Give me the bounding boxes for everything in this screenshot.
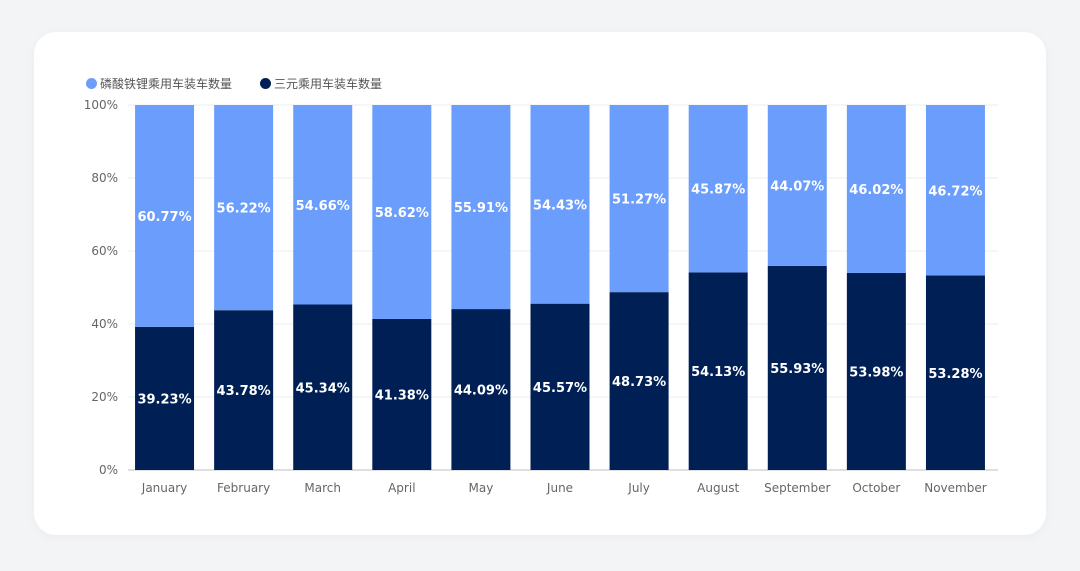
bar-lfp-march[interactable] — [293, 105, 353, 305]
data-label-ternary: 53.28% — [928, 367, 982, 382]
bar-ternary-april[interactable] — [372, 318, 432, 470]
data-label-lfp: 56.22% — [217, 202, 271, 217]
bar-ternary-september[interactable] — [767, 265, 827, 470]
x-tick-label: September — [764, 481, 830, 495]
y-tick-label: 60% — [91, 244, 118, 258]
data-label-lfp: 54.43% — [533, 198, 587, 213]
legend-label-lfp: 磷酸铁锂乘用车装车数量 — [100, 77, 233, 91]
y-tick-label: 100% — [84, 98, 118, 112]
bar-lfp-november[interactable] — [925, 105, 985, 276]
x-tick-label: July — [627, 481, 650, 495]
data-label-ternary: 55.93% — [770, 362, 824, 377]
bar-ternary-august[interactable] — [688, 272, 748, 470]
bar-ternary-february[interactable] — [214, 310, 274, 470]
x-tick-label: June — [546, 481, 573, 495]
data-label-ternary: 48.73% — [612, 375, 666, 390]
data-label-ternary: 44.09% — [454, 384, 508, 399]
data-label-ternary: 43.78% — [217, 384, 271, 399]
bar-ternary-october[interactable] — [846, 272, 906, 470]
data-label-lfp: 55.91% — [454, 201, 508, 216]
legend-item-lfp[interactable]: 磷酸铁锂乘用车装车数量 — [86, 75, 232, 92]
data-label-lfp: 46.02% — [849, 183, 903, 198]
data-label-lfp: 45.87% — [691, 183, 745, 198]
x-tick-label: March — [304, 481, 341, 495]
bar-ternary-june[interactable] — [530, 303, 590, 470]
x-tick-label: November — [924, 481, 986, 495]
legend-label-ternary: 三元乘用车装车数量 — [274, 77, 383, 91]
data-label-ternary: 39.23% — [137, 392, 191, 407]
bar-lfp-august[interactable] — [688, 105, 748, 273]
x-tick-label: May — [469, 481, 494, 495]
data-label-lfp: 44.07% — [770, 179, 824, 194]
data-label-ternary: 41.38% — [375, 388, 429, 403]
bar-ternary-january[interactable] — [135, 326, 195, 470]
y-tick-label: 0% — [99, 463, 118, 477]
y-tick-label: 80% — [91, 171, 118, 185]
legend: 磷酸铁锂乘用车装车数量 三元乘用车装车数量 — [86, 75, 410, 92]
x-axis-ticks: January February March April May June July Augu… — [141, 481, 987, 495]
bar-lfp-september[interactable] — [767, 105, 827, 266]
y-tick-label: 20% — [91, 390, 118, 404]
bar-lfp-october[interactable] — [846, 105, 906, 273]
bars: 39.23% 60.77% 43.78% 56.22% 45.34% 54.66% 41.3… — [135, 105, 985, 470]
x-tick-label: February — [217, 481, 270, 495]
bar-lfp-june[interactable] — [530, 105, 590, 304]
x-tick-label: October — [852, 481, 900, 495]
data-label-lfp: 54.66% — [296, 199, 350, 214]
data-label-ternary: 45.57% — [533, 381, 587, 396]
data-label-ternary: 53.98% — [849, 365, 903, 380]
x-tick-label: January — [141, 481, 188, 495]
y-axis-ticks: 0% 20% 40% 60% 80% 100% — [84, 98, 118, 477]
data-label-lfp: 51.27% — [612, 193, 666, 208]
data-label-lfp: 46.72% — [928, 184, 982, 199]
legend-dot-lfp — [86, 78, 97, 89]
bar-lfp-july[interactable] — [609, 105, 669, 293]
bar-lfp-april[interactable] — [372, 105, 432, 319]
data-label-lfp: 60.77% — [137, 210, 191, 225]
bar-ternary-november[interactable] — [925, 275, 985, 470]
bar-lfp-january[interactable] — [135, 105, 195, 327]
legend-item-ternary[interactable]: 三元乘用车装车数量 — [260, 75, 382, 92]
bar-ternary-may[interactable] — [451, 309, 511, 470]
legend-dot-ternary — [260, 78, 272, 89]
data-label-ternary: 54.13% — [691, 365, 745, 380]
x-tick-label: April — [388, 481, 415, 495]
y-tick-label: 40% — [91, 317, 118, 331]
data-label-ternary: 45.34% — [296, 381, 350, 396]
bar-lfp-may[interactable] — [451, 105, 511, 310]
x-tick-label: August — [697, 481, 739, 495]
bar-lfp-february[interactable] — [214, 105, 274, 311]
bar-ternary-july[interactable] — [609, 292, 669, 470]
data-label-lfp: 58.62% — [375, 206, 429, 221]
bar-ternary-march[interactable] — [293, 304, 353, 470]
